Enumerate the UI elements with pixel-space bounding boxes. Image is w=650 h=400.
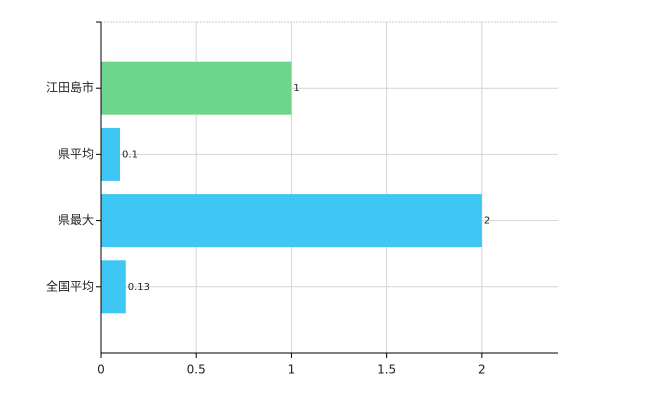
x-tick-label: 2 (478, 363, 486, 377)
x-tick-label: 0.5 (187, 363, 206, 377)
value-label: 2 (484, 216, 490, 227)
x-tick-label: 0 (97, 363, 105, 377)
bar (101, 260, 126, 314)
value-label: 0.13 (128, 282, 150, 293)
y-tick-label: 全国平均 (46, 278, 94, 293)
y-tick-label: 江田島市 (46, 80, 94, 95)
bar (101, 127, 121, 181)
y-tick-label: 県最大 (58, 213, 94, 227)
value-label: 0.1 (122, 149, 138, 160)
bar (101, 194, 482, 248)
x-tick-label: 1.5 (377, 363, 396, 377)
bar (101, 61, 292, 115)
value-label: 1 (293, 83, 299, 94)
x-tick-label: 1 (288, 363, 296, 377)
y-tick-label: 県平均 (58, 147, 94, 161)
